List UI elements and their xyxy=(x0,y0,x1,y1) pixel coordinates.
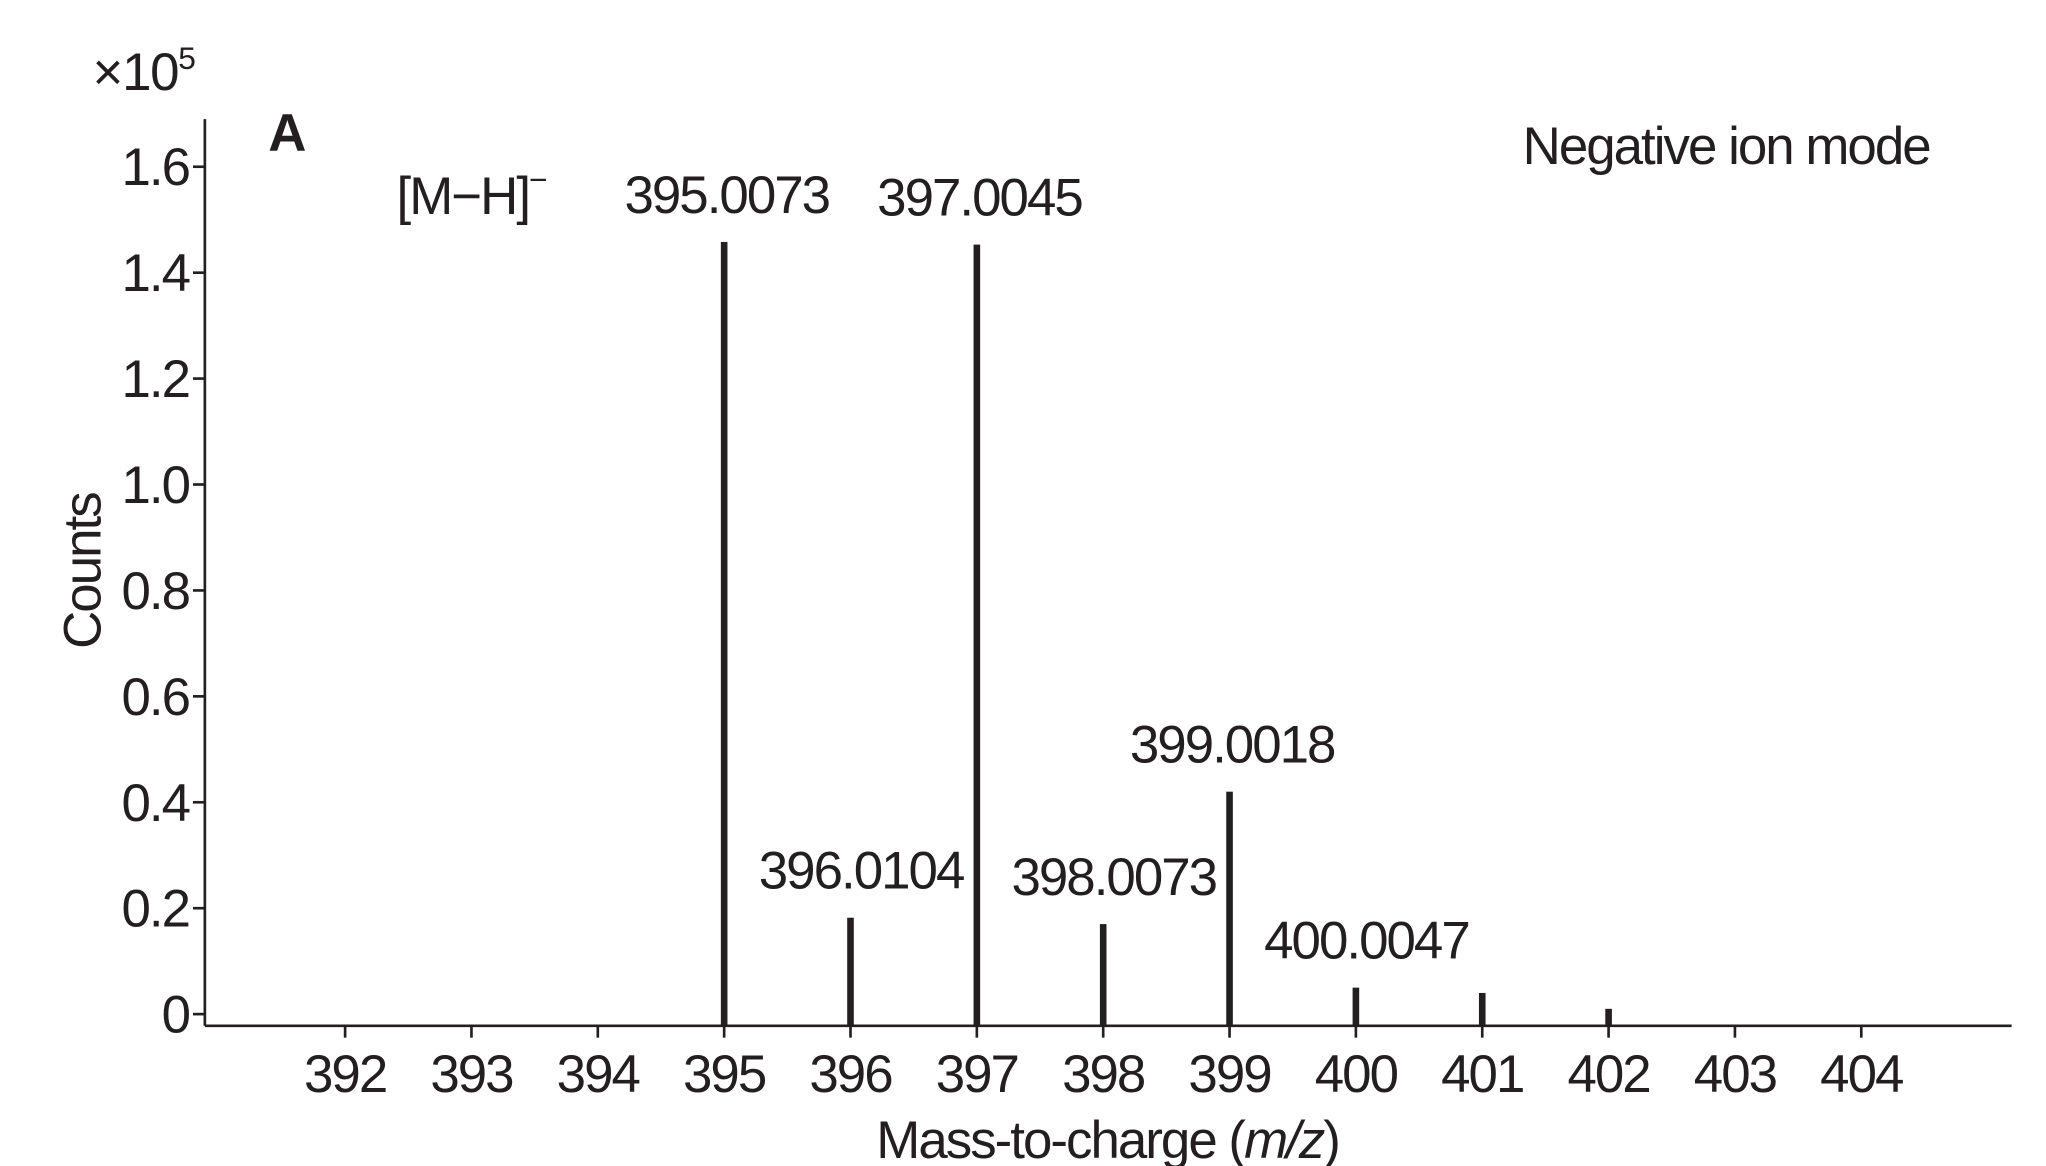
x-tick-label: 393 xyxy=(430,1045,513,1104)
y-multiplier: ×105 xyxy=(93,40,196,102)
peak xyxy=(1478,992,1486,1026)
y-tick-label: 1.4 xyxy=(121,244,189,303)
x-tick-label: 403 xyxy=(1694,1045,1777,1104)
x-tick-label: 395 xyxy=(683,1045,766,1104)
peak-label: 399.0018 xyxy=(1130,716,1335,775)
y-tick-label: 0 xyxy=(162,986,190,1045)
ion-text: [M−H] xyxy=(397,167,530,226)
y-tick-label: 0.4 xyxy=(121,774,189,833)
peak-label: 397.0045 xyxy=(877,169,1082,228)
x-label-part: Mass-to-charge ( xyxy=(876,1111,1246,1166)
x-label-part: m/z xyxy=(1244,1111,1325,1166)
peak-label: 400.0047 xyxy=(1264,912,1469,971)
multiplier-base: ×10 xyxy=(93,43,179,102)
peak-label: 398.0073 xyxy=(1011,848,1216,907)
x-tick-label: 402 xyxy=(1567,1045,1649,1104)
peak xyxy=(1226,791,1233,1026)
x-tick-label: 400 xyxy=(1315,1045,1398,1104)
x-label-part: ) xyxy=(1323,1111,1339,1166)
peak-label: 395.0073 xyxy=(624,166,829,225)
x-tick-label: 392 xyxy=(304,1045,386,1104)
x-tick-label: 404 xyxy=(1820,1045,1903,1104)
multiplier-exponent: 5 xyxy=(178,40,195,76)
x-tick-label: 394 xyxy=(557,1045,640,1104)
peak xyxy=(847,917,854,1026)
x-tick-label: 401 xyxy=(1441,1045,1523,1104)
mode-label: Negative ion mode xyxy=(1523,117,1931,176)
y-tick-label: 0.2 xyxy=(121,880,189,939)
x-tick-label: 398 xyxy=(1062,1045,1145,1104)
y-tick-label: 1.0 xyxy=(121,456,189,515)
panel-label: A xyxy=(268,104,306,163)
ion-label: [M−H]− xyxy=(397,161,547,226)
peak xyxy=(1352,987,1360,1026)
x-axis-label: Mass-to-charge (m/z) xyxy=(876,1111,1339,1166)
y-tick-label: 0.8 xyxy=(121,562,189,621)
peak-label: 396.0104 xyxy=(759,842,964,901)
peak xyxy=(1099,924,1107,1026)
peak xyxy=(1605,1008,1612,1026)
x-tick-label: 397 xyxy=(936,1045,1018,1104)
y-tick-label: 0.6 xyxy=(121,668,189,727)
peak xyxy=(973,244,981,1026)
y-tick-label: 1.2 xyxy=(121,350,189,409)
ion-sup: − xyxy=(529,161,546,197)
x-tick-label: 396 xyxy=(809,1045,892,1104)
y-tick-label: 1.6 xyxy=(121,138,189,197)
peak xyxy=(720,241,728,1026)
y-axis-label: Counts xyxy=(53,493,112,649)
x-tick-label: 399 xyxy=(1188,1045,1270,1104)
